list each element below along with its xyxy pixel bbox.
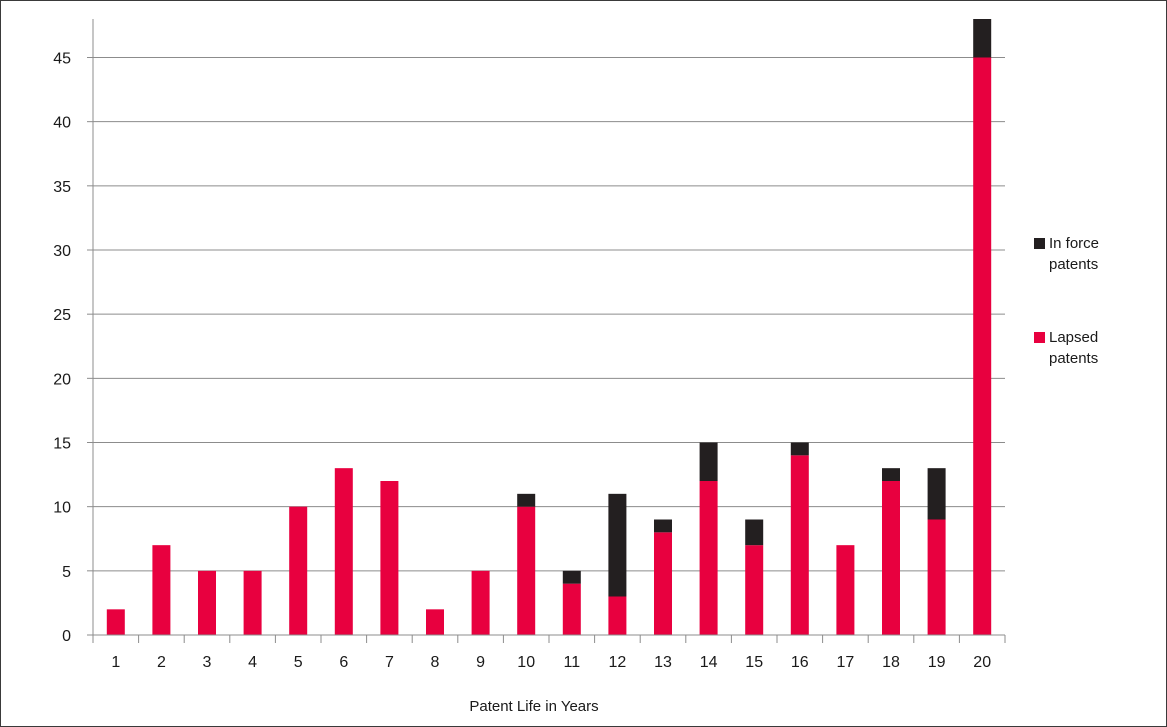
bar-lapsed-15 xyxy=(745,545,764,635)
y-tick-label: 40 xyxy=(53,115,71,132)
x-tick-label: 3 xyxy=(203,654,212,671)
x-tick-label: 15 xyxy=(745,654,763,671)
x-tick-label: 13 xyxy=(654,654,672,671)
legend-label-line1: In force xyxy=(1049,235,1099,252)
bar-lapsed-12 xyxy=(608,596,627,635)
y-tick-label: 45 xyxy=(53,51,71,68)
x-tick-label: 16 xyxy=(791,654,809,671)
bar-in-force-12 xyxy=(608,493,627,597)
y-tick-label: 20 xyxy=(53,371,71,388)
legend-label-line2: patents xyxy=(1049,350,1098,367)
x-axis-title: Patent Life in Years xyxy=(469,698,598,715)
bar-in-force-19 xyxy=(927,468,946,520)
bar-lapsed-7 xyxy=(380,481,399,635)
bar-in-force-16 xyxy=(790,442,809,456)
legend-swatch-1 xyxy=(1034,332,1045,343)
bar-lapsed-2 xyxy=(152,545,171,635)
y-tick-label: 5 xyxy=(62,564,71,581)
bar-in-force-10 xyxy=(517,493,536,507)
y-tick-label: 15 xyxy=(53,436,71,453)
bar-in-force-13 xyxy=(654,519,672,533)
x-tick-label: 11 xyxy=(563,654,580,671)
bar-lapsed-8 xyxy=(426,609,444,635)
bars xyxy=(106,19,992,635)
bar-in-force-18 xyxy=(882,468,900,481)
bar-lapsed-9 xyxy=(471,570,490,635)
legend-label-line1: Lapsed xyxy=(1049,329,1098,346)
bar-in-force-20 xyxy=(973,19,992,58)
x-tick-labels: 1 2 3 4 5 6 7 8 9 10 11 12 13 14 15 16 17 18 19 20 xyxy=(111,654,991,671)
bar-in-force-11 xyxy=(562,570,581,584)
bar-lapsed-19 xyxy=(927,519,946,635)
x-tick-label: 12 xyxy=(609,654,627,671)
x-tick-label: 14 xyxy=(700,654,718,671)
x-tick-label: 1 xyxy=(111,654,120,671)
gridlines xyxy=(93,57,1005,572)
bar-lapsed-10 xyxy=(517,506,536,635)
bar-in-force-15 xyxy=(745,519,764,546)
y-tick-label: 10 xyxy=(53,500,71,517)
y-tick-labels: 0 5 10 15 20 25 30 35 40 45 xyxy=(53,51,71,646)
bar-lapsed-3 xyxy=(198,570,216,635)
x-tick-label: 7 xyxy=(385,654,394,671)
bar-lapsed-1 xyxy=(106,609,125,635)
bar-lapsed-11 xyxy=(562,583,581,635)
x-tick-label: 20 xyxy=(973,654,991,671)
y-tick-label: 25 xyxy=(53,307,71,324)
legend-swatch-0 xyxy=(1034,238,1045,249)
y-tick-label: 0 xyxy=(62,628,71,645)
x-tick-label: 2 xyxy=(157,654,166,671)
bar-lapsed-4 xyxy=(243,570,262,635)
axes xyxy=(87,19,1006,643)
legend-label-line2: patents xyxy=(1049,256,1098,273)
legend: In force patents Lapsed patents xyxy=(1034,235,1099,367)
bar-lapsed-14 xyxy=(699,481,718,635)
x-tick-label: 6 xyxy=(339,654,348,671)
x-tick-label: 17 xyxy=(837,654,855,671)
x-tick-label: 9 xyxy=(476,654,485,671)
bar-lapsed-17 xyxy=(836,545,855,635)
bar-lapsed-5 xyxy=(289,506,308,635)
bar-lapsed-16 xyxy=(790,455,809,635)
x-tick-label: 10 xyxy=(517,654,535,671)
x-tick-label: 18 xyxy=(882,654,900,671)
y-tick-label: 35 xyxy=(53,179,71,196)
y-tick-label: 30 xyxy=(53,243,71,260)
bar-lapsed-20 xyxy=(973,57,992,635)
x-tick-label: 4 xyxy=(248,654,257,671)
bar-lapsed-13 xyxy=(654,532,672,635)
bar-lapsed-18 xyxy=(882,481,900,635)
x-tick-label: 8 xyxy=(431,654,440,671)
bar-in-force-14 xyxy=(699,442,718,481)
x-tick-label: 5 xyxy=(294,654,303,671)
x-tick-label: 19 xyxy=(928,654,946,671)
bar-lapsed-6 xyxy=(334,468,353,635)
